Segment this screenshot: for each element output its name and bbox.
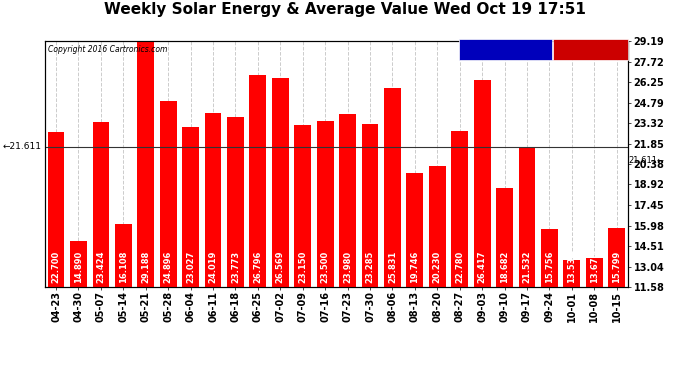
- Bar: [564, 260, 580, 375]
- Text: Average  ($): Average ($): [476, 45, 535, 54]
- Text: 23.773: 23.773: [231, 251, 240, 283]
- Bar: [182, 127, 199, 375]
- Text: 23.285: 23.285: [366, 251, 375, 283]
- Text: 22.700: 22.700: [52, 251, 61, 283]
- Bar: [541, 229, 558, 375]
- Bar: [451, 130, 468, 375]
- Bar: [586, 258, 602, 375]
- Bar: [160, 101, 177, 375]
- Bar: [272, 78, 288, 375]
- Bar: [317, 121, 333, 375]
- Text: 23.980: 23.980: [343, 251, 352, 283]
- Bar: [70, 241, 87, 375]
- Text: 26.569: 26.569: [276, 250, 285, 283]
- Text: 20.230: 20.230: [433, 251, 442, 283]
- Text: 18.682: 18.682: [500, 251, 509, 283]
- Bar: [92, 122, 109, 375]
- Bar: [339, 114, 356, 375]
- Text: 21.611←: 21.611←: [629, 156, 664, 165]
- Bar: [362, 124, 378, 375]
- Bar: [519, 148, 535, 375]
- Text: Copyright 2016 Cartronics.com: Copyright 2016 Cartronics.com: [48, 45, 168, 54]
- Bar: [137, 41, 154, 375]
- Bar: [250, 75, 266, 375]
- Bar: [205, 113, 221, 375]
- Text: 25.831: 25.831: [388, 251, 397, 283]
- Text: 24.896: 24.896: [164, 251, 172, 283]
- Text: 15.756: 15.756: [545, 250, 554, 283]
- Text: ←21.611: ←21.611: [2, 142, 41, 152]
- Text: 13.534: 13.534: [567, 251, 576, 283]
- Bar: [474, 80, 491, 375]
- Text: 26.417: 26.417: [477, 250, 486, 283]
- Text: 23.500: 23.500: [321, 251, 330, 283]
- Bar: [429, 166, 446, 375]
- Text: Daily  ($): Daily ($): [569, 45, 613, 54]
- Text: 26.796: 26.796: [253, 251, 262, 283]
- Bar: [115, 224, 132, 375]
- Bar: [48, 132, 64, 375]
- Bar: [406, 173, 423, 375]
- Text: 16.108: 16.108: [119, 251, 128, 283]
- Bar: [496, 188, 513, 375]
- Text: 23.150: 23.150: [298, 251, 307, 283]
- Bar: [609, 228, 625, 375]
- Text: 21.532: 21.532: [522, 250, 531, 283]
- Text: 22.780: 22.780: [455, 251, 464, 283]
- Text: 14.890: 14.890: [74, 251, 83, 283]
- Text: 19.746: 19.746: [411, 251, 420, 283]
- Text: 23.027: 23.027: [186, 251, 195, 283]
- Text: 29.188: 29.188: [141, 251, 150, 283]
- Bar: [227, 117, 244, 375]
- Text: 24.019: 24.019: [208, 251, 217, 283]
- Text: Weekly Solar Energy & Average Value Wed Oct 19 17:51: Weekly Solar Energy & Average Value Wed …: [104, 2, 586, 17]
- Bar: [295, 126, 311, 375]
- Text: 13.675: 13.675: [590, 251, 599, 283]
- Text: 15.799: 15.799: [612, 251, 621, 283]
- Text: 23.424: 23.424: [97, 250, 106, 283]
- Bar: [384, 88, 401, 375]
